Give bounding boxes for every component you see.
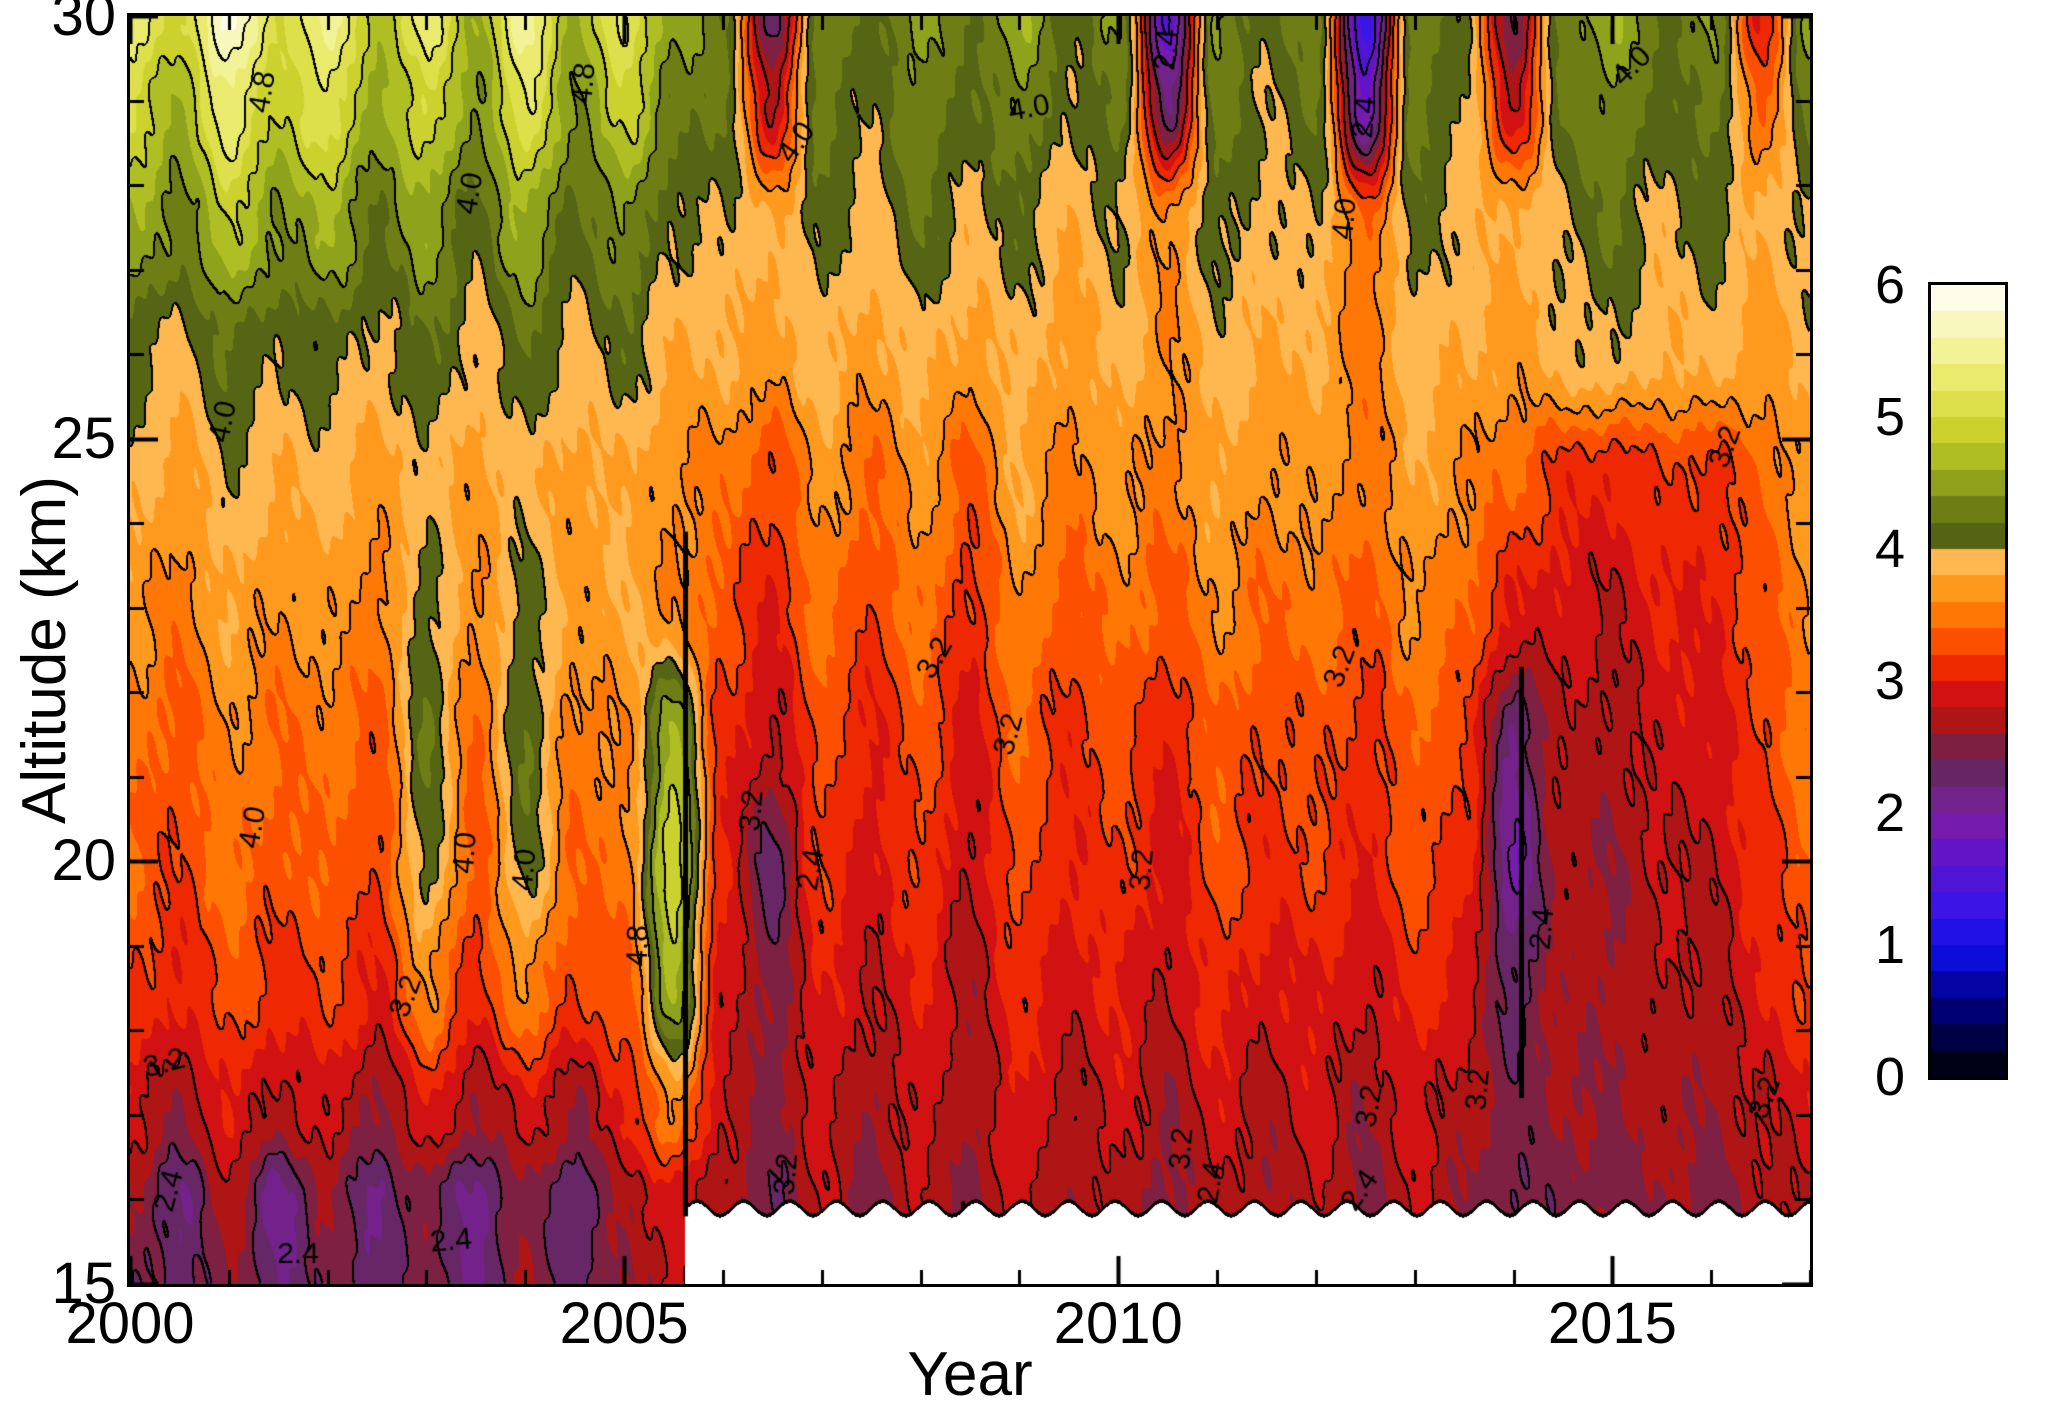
x-tick-label: 2005: [559, 1291, 689, 1356]
x-tick-label: 2000: [65, 1291, 195, 1356]
colorbar-tick-label: 5: [1874, 387, 1905, 447]
y-tick-label: 15: [51, 1251, 116, 1316]
colorbar-canvas: [1931, 285, 2005, 1077]
colorbar: [1928, 282, 2008, 1080]
x-tick-label: 2010: [1053, 1291, 1183, 1356]
y-tick-label: 30: [51, 0, 116, 48]
y-axis-title: Altitude (km): [10, 476, 79, 824]
contour-plot-canvas: [130, 16, 1810, 1284]
plot-area: [127, 13, 1813, 1287]
x-tick-label: 2015: [1547, 1291, 1677, 1356]
colorbar-tick-label: 1: [1874, 915, 1905, 975]
colorbar-tick-label: 2: [1874, 783, 1905, 843]
colorbar-tick-label: 0: [1874, 1047, 1905, 1107]
y-tick-label: 20: [51, 828, 116, 894]
y-tick-label: 25: [51, 405, 116, 471]
x-axis-title: Year: [907, 1340, 1033, 1409]
colorbar-tick-label: 3: [1874, 651, 1905, 711]
colorbar-tick-label: 4: [1874, 519, 1905, 579]
colorbar-tick-label: 6: [1874, 255, 1905, 315]
